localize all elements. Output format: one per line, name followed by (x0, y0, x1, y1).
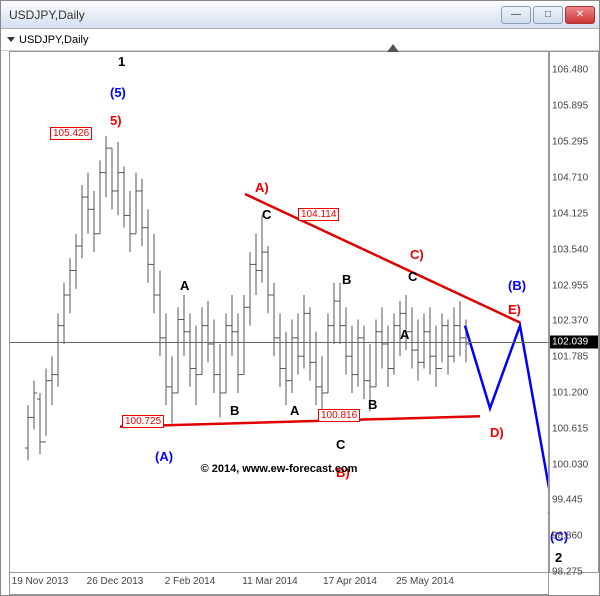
wave-label: E) (508, 302, 521, 317)
chart-area[interactable]: 102.039105.426104.114100.725100.8161(5)5… (1, 51, 599, 595)
window-controls: — □ ✕ (501, 6, 599, 24)
price-annotation: 100.816 (318, 409, 360, 422)
wave-label: D) (490, 425, 504, 440)
titlebar[interactable]: USDJPY,Daily — □ ✕ (1, 1, 599, 29)
y-tick-label: 101.200 (552, 387, 588, 398)
dropdown-icon[interactable] (7, 37, 15, 42)
wave-label: A (180, 278, 189, 293)
x-tick-label: 25 May 2014 (396, 576, 454, 587)
x-axis: 19 Nov 2013 26 Dec 2013 2 Feb 2014 11 Mar 2… (9, 573, 549, 595)
y-tick-label: 104.710 (552, 173, 588, 184)
y-tick-label: 105.895 (552, 100, 588, 111)
current-price-line (10, 342, 548, 343)
wave-label: A (400, 327, 409, 342)
wave-label: C (262, 207, 271, 222)
wave-label: 5) (110, 113, 122, 128)
wave-label: (5) (110, 85, 126, 100)
wave-label: B (368, 397, 377, 412)
wave-label: (B) (508, 278, 526, 293)
y-axis: 106.480 105.895 105.295 104.710 104.125 103.5… (549, 51, 599, 573)
x-tick-label: 17 Apr 2014 (323, 576, 377, 587)
minimize-button[interactable]: — (501, 6, 531, 24)
price-annotation: 105.426 (50, 127, 92, 140)
wave-label: B (230, 403, 239, 418)
wave-label: C) (410, 247, 424, 262)
x-tick-label: 2 Feb 2014 (165, 576, 216, 587)
y-tick-label: 101.785 (552, 352, 588, 363)
chart-window: USDJPY,Daily — □ ✕ USDJPY,Daily 102.0391… (0, 0, 600, 596)
y-tick-label: 100.615 (552, 423, 588, 434)
y-tick-label: 106.480 (552, 64, 588, 75)
x-tick-label: 26 Dec 2013 (87, 576, 144, 587)
price-annotation: 104.114 (298, 208, 339, 221)
copyright-text: © 2014, www.ew-forecast.com (201, 463, 358, 475)
y-tick-label: 103.540 (552, 244, 588, 255)
x-tick-label: 11 Mar 2014 (242, 576, 297, 587)
wave-label: 1 (118, 54, 125, 69)
y-tick-label: 98.275 (552, 567, 583, 578)
wave-label: C (408, 269, 417, 284)
y-tick-label: 105.295 (552, 137, 588, 148)
wave-label: (A) (155, 449, 173, 464)
close-button[interactable]: ✕ (565, 6, 595, 24)
price-annotation: 100.725 (122, 415, 164, 428)
x-tick-label: 19 Nov 2013 (12, 576, 69, 587)
wave-label: A (290, 403, 299, 418)
chart-plot[interactable]: 102.039105.426104.114100.725100.8161(5)5… (9, 51, 549, 573)
y-tick-label: 100.030 (552, 459, 588, 470)
y-tick-label: 102.370 (552, 316, 588, 327)
chart-subheader[interactable]: USDJPY,Daily (1, 29, 599, 51)
wave-label: B (342, 272, 351, 287)
scroll-thumb-icon[interactable] (387, 44, 399, 52)
y-tick-label: 99.445 (552, 495, 583, 506)
y-tick-label: 102.955 (552, 280, 588, 291)
y-tick-label: 98.860 (552, 531, 583, 542)
wave-label: A) (255, 180, 269, 195)
wave-label: C (336, 437, 345, 452)
y-tick-label: 104.125 (552, 208, 588, 219)
window-title: USDJPY,Daily (9, 8, 85, 22)
maximize-button[interactable]: □ (533, 6, 563, 24)
symbol-timeframe: USDJPY,Daily (19, 34, 89, 46)
